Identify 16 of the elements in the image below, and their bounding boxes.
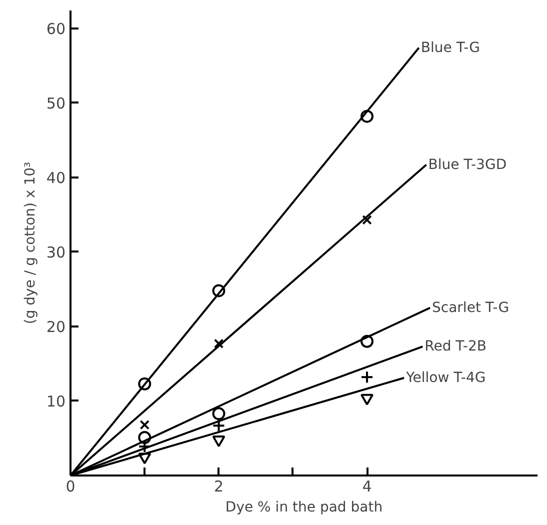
y-tick-label: 60 xyxy=(46,20,66,38)
series-label: Red T-2B xyxy=(424,338,486,355)
y-tick-label: 40 xyxy=(46,168,66,187)
y-axis-title: (g dye / g cotton) x 10³ xyxy=(22,162,38,324)
y-tick-label: 10 xyxy=(46,392,66,410)
series-label: Scarlet T-G xyxy=(432,300,510,316)
x-tick-label: 0 xyxy=(66,478,76,496)
series-label: Blue T-G xyxy=(420,40,480,56)
x-tick-label: 2 xyxy=(214,478,224,496)
x-tick-label: 4 xyxy=(362,478,372,496)
series-label: Blue T-3GD xyxy=(428,156,507,173)
x-axis-title: Dye % in the pad bath xyxy=(225,500,383,516)
y-tick-label: 30 xyxy=(46,243,66,262)
y-tick-label: 50 xyxy=(46,94,66,112)
series-label: Yellow T-4G xyxy=(405,370,486,386)
y-tick-label: 20 xyxy=(46,318,66,336)
